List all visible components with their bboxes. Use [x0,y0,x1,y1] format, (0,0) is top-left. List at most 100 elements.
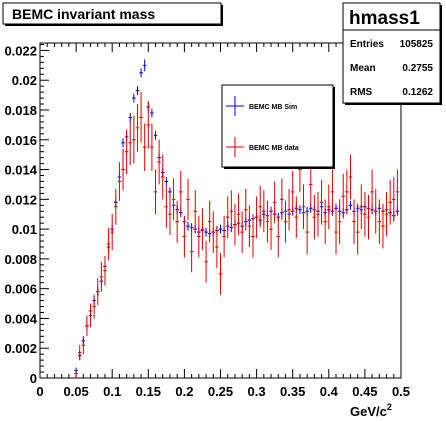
sim-point [142,59,147,72]
data-point [384,191,389,237]
data-point [229,190,234,233]
data-point [142,123,147,172]
y-tick-label: 0.016 [4,133,37,148]
data-point [95,278,100,306]
data-point [366,194,371,240]
sim-point [153,130,158,140]
data-point [114,188,118,225]
x-tick-label: 0.2 [175,384,193,399]
sim-point [186,221,190,231]
data-point [132,115,136,164]
data-point [121,148,125,191]
legend-data-marker [226,137,244,157]
data-point [215,226,219,268]
data-point [178,171,183,213]
stats-mean-label: Mean [350,63,376,74]
x-tick-label: 0.4 [320,384,339,399]
data-point [204,241,208,283]
data-point [236,193,241,236]
data-point [88,303,93,328]
data-point [301,184,306,230]
data-point [157,139,161,185]
y-tick-label: 0.02 [12,73,37,88]
data-point [182,215,187,258]
sim-point [132,93,136,103]
data-point [308,162,313,207]
data-point [240,211,244,253]
y-tick-label: 0.018 [4,103,37,118]
sim-point [135,86,140,96]
data-point [197,215,201,258]
data-point [175,200,179,243]
sim-point [298,205,302,215]
data-point [103,255,107,286]
sim-point [218,224,223,234]
data-point [319,179,324,225]
x-tick-label: 0.25 [208,384,233,399]
data-point [74,369,78,378]
data-point [171,178,176,221]
data-point [168,193,172,236]
x-tick-label: 0.15 [136,384,161,399]
data-point [305,209,309,255]
data-point [233,203,237,246]
data-point [150,123,154,172]
data-point [269,208,273,250]
stats-mean-value: 0.2755 [402,63,433,74]
data-point [222,215,226,258]
data-point [276,215,281,258]
chart-title: BEMC invariant mass [12,6,155,22]
data-point [370,169,374,215]
data-point [81,336,86,355]
data-point [272,181,277,224]
data-point [218,252,223,295]
stats-entries-label: Entries [350,39,384,50]
data-point [355,209,360,255]
data-point [323,199,327,244]
data-point [388,179,392,225]
data-point [189,230,194,273]
y-tick-labels: 0 0.002 0.004 0.006 0.008 0.01 0.012 0.014 0.016… [4,43,37,386]
x-tick-label: 0.05 [63,384,88,399]
data-point [290,171,295,213]
data-point [254,196,259,239]
y-tick-label: 0.014 [4,163,37,178]
x-tick-label: 0.45 [352,384,377,399]
data-point [117,162,122,201]
data-point [373,188,378,234]
x-tick-label: 0.3 [248,384,266,399]
data-point [225,196,230,239]
data-point [287,188,291,231]
data-point [207,200,212,243]
data-point [135,104,140,152]
data-point [381,203,385,249]
x-tick-label: 0.35 [280,384,305,399]
data-point [330,169,335,215]
data-point [363,191,367,237]
data-point [153,169,158,215]
x-tick-label: 0.5 [392,384,410,399]
sim-point [348,200,353,210]
data-point [334,209,338,255]
y-tick-label: 0.002 [4,341,37,356]
legend-sim-label: BEMC MB Sim [249,104,297,111]
stats-histogram-name: hmass1 [349,8,420,29]
plot-frame [39,42,402,379]
legend-sim-marker [226,96,244,116]
data-point [99,261,104,292]
sim-point [164,177,169,186]
y-tick-label: 0.006 [4,282,37,297]
y-tick-label: 0.012 [4,192,37,207]
data-point [345,169,349,215]
y-tick-label: 0.008 [4,252,37,267]
data-point [247,205,252,247]
sim-point [150,108,154,118]
data-point [265,200,270,243]
y-tick-label: 0.022 [4,43,37,58]
legend-data-label: BEMC MB data [249,145,299,152]
data-point [243,188,248,231]
data-point [312,194,317,240]
data-point [391,177,396,222]
